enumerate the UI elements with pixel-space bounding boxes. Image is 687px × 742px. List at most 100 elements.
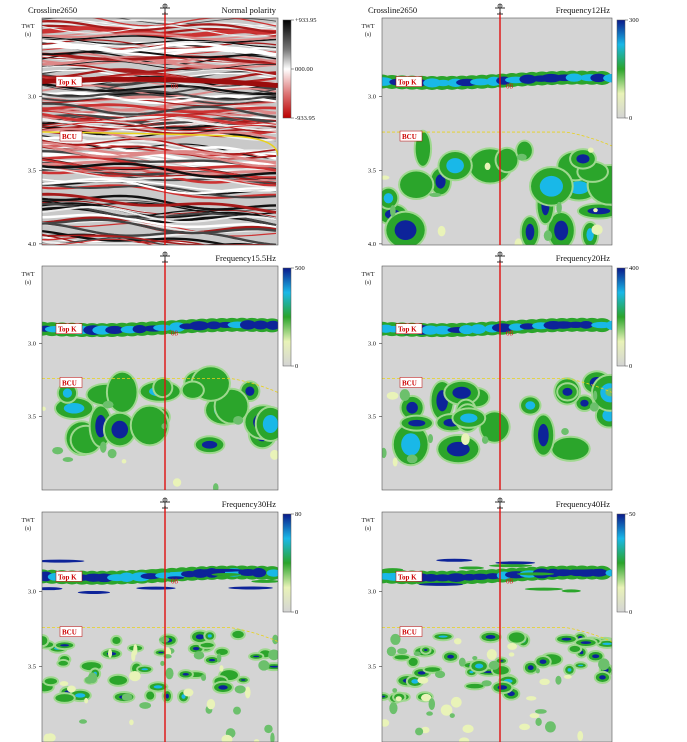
- axis-unit: (s): [25, 525, 31, 532]
- speck: [453, 638, 462, 645]
- reflector: [42, 62, 277, 76]
- panel-title: Frequency12Hz: [556, 5, 611, 15]
- speck: [390, 633, 401, 645]
- band-inner: [459, 325, 475, 335]
- colorbar-label: 300: [629, 17, 639, 24]
- speck: [45, 733, 56, 742]
- band-inner: [519, 74, 537, 84]
- band-inner: [251, 568, 267, 578]
- blob-core: [446, 441, 470, 457]
- speck: [392, 688, 398, 693]
- blob-core: [562, 387, 573, 396]
- blob-core: [469, 670, 474, 674]
- speck: [488, 660, 500, 670]
- blob-mid: [508, 632, 525, 643]
- reflector: [42, 165, 277, 185]
- horizon-label: BCU: [62, 379, 77, 387]
- blob-core: [452, 386, 471, 399]
- axis-label: TWT: [22, 518, 35, 524]
- speck: [481, 436, 489, 444]
- speck: [270, 732, 275, 742]
- tick-label: 3.0: [28, 588, 36, 595]
- speck: [484, 162, 491, 171]
- panel-frame: [41, 511, 279, 742]
- blob-mid: [408, 657, 418, 667]
- blob-core: [218, 685, 228, 690]
- blob-core: [241, 679, 246, 681]
- tick-label: 3.0: [368, 93, 376, 100]
- colorbar: [282, 19, 292, 119]
- panel-frame: [381, 511, 613, 742]
- blob-core: [447, 654, 454, 659]
- horizon-label: Top K: [398, 573, 417, 581]
- horizon-label-box: [59, 377, 83, 388]
- tick-label: 3.5: [368, 664, 376, 671]
- reflector: [42, 39, 277, 56]
- band-inner: [206, 321, 222, 330]
- speck: [107, 448, 117, 459]
- blob-core: [182, 672, 189, 676]
- panel-title: Normal polarity: [221, 5, 276, 15]
- speck: [561, 427, 569, 436]
- reflector: [42, 91, 277, 105]
- blob-mid: [569, 645, 581, 652]
- colorbar-label: +933.95: [295, 17, 317, 24]
- axis-unit: (s): [25, 279, 31, 286]
- colorbar-label: 0: [629, 609, 632, 616]
- speck: [99, 441, 107, 453]
- panel-title: Frequency20Hz: [556, 253, 611, 263]
- speck: [160, 660, 165, 666]
- speck: [406, 454, 418, 464]
- band-inner: [153, 324, 173, 332]
- colorbar-label: 0: [629, 115, 632, 122]
- blob-core: [62, 388, 73, 398]
- band-inner: [432, 325, 453, 335]
- reflector: [42, 240, 165, 245]
- well-icon: [495, 252, 505, 263]
- speck: [593, 208, 598, 213]
- reflector: [42, 143, 277, 158]
- blob-core: [201, 440, 218, 449]
- well-head: [162, 251, 168, 257]
- speck: [270, 449, 278, 460]
- horizon-label: BCU: [62, 629, 77, 637]
- well-label: 08: [171, 330, 179, 338]
- speck: [426, 711, 433, 716]
- horizon-label-box: [395, 76, 423, 87]
- band-inner: [132, 324, 147, 334]
- speck: [461, 433, 470, 445]
- well-icon: [160, 252, 170, 263]
- speck: [397, 648, 408, 655]
- blob-mid: [394, 655, 410, 660]
- blob-mid: [215, 389, 248, 423]
- speck: [598, 658, 610, 671]
- reflector: [42, 166, 277, 182]
- horizon-label: Top K: [398, 326, 417, 334]
- reflector: [42, 92, 277, 103]
- speck: [449, 713, 455, 719]
- streak: [495, 561, 536, 565]
- panel: 08 Top K BCU Frequency40Hz TWT(s) 3.0 3.5 50 0: [362, 497, 636, 742]
- colorbar: [616, 19, 626, 119]
- horizon-label: BCU: [402, 629, 417, 637]
- blob-core: [438, 635, 448, 638]
- speck: [42, 406, 46, 411]
- blob-core: [592, 654, 600, 659]
- blob-core: [446, 158, 464, 174]
- speck: [516, 153, 527, 161]
- blob-mid: [146, 691, 155, 700]
- blob-core: [207, 634, 212, 638]
- speck: [458, 657, 466, 667]
- streak: [211, 573, 242, 577]
- band-inner: [485, 573, 501, 580]
- band-inner: [590, 73, 607, 83]
- blob-core: [63, 402, 85, 414]
- band-inner: [188, 321, 210, 331]
- axis-unit: (s): [365, 31, 371, 38]
- band-inner: [266, 569, 278, 577]
- blob-core: [539, 175, 563, 197]
- panel-title-left: Crossline2650: [368, 5, 417, 15]
- blob-core: [262, 414, 278, 434]
- reflector: [42, 125, 277, 135]
- blob-mid: [200, 642, 214, 648]
